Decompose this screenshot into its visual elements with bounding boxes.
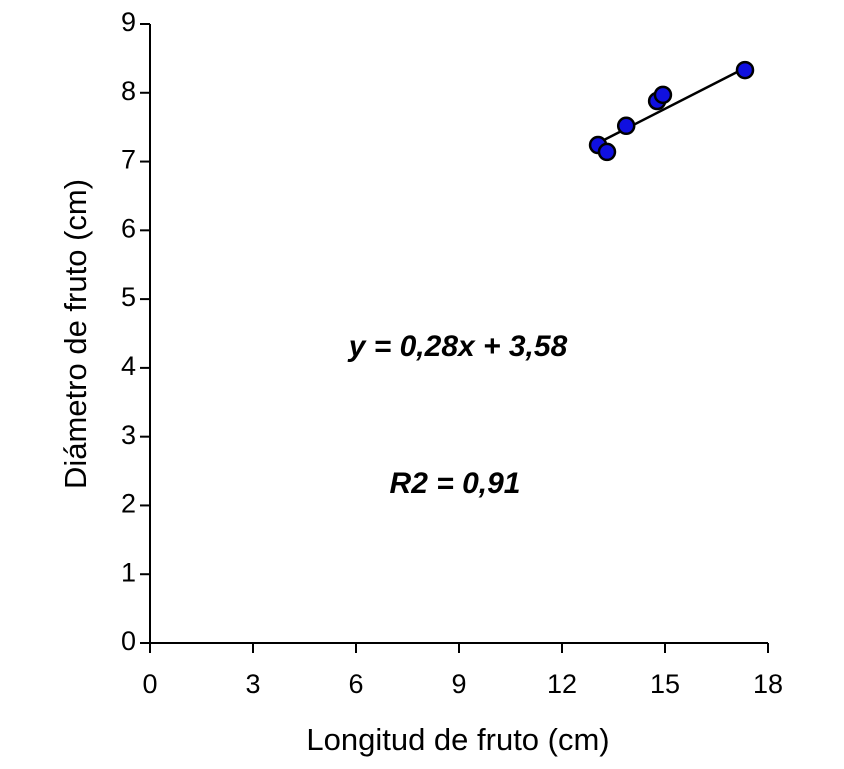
annotation: y = 0,28x + 3,58 — [347, 330, 568, 363]
y-tick-label: 8 — [121, 76, 136, 106]
x-tick-label: 18 — [753, 669, 783, 699]
x-tick-label: 12 — [547, 669, 577, 699]
y-tick-label: 2 — [121, 489, 136, 519]
data-point — [616, 116, 636, 136]
x-tick-label: 15 — [650, 669, 680, 699]
x-tick-label: 6 — [348, 669, 363, 699]
data-point — [653, 85, 673, 105]
y-tick-label: 9 — [121, 7, 136, 37]
annotation: R2 = 0,91 — [390, 467, 521, 500]
x-tick-label: 3 — [245, 669, 260, 699]
x-tick-label: 9 — [451, 669, 466, 699]
y-tick-label: 4 — [121, 351, 136, 381]
x-tick-label: 0 — [142, 669, 157, 699]
y-tick-label: 7 — [121, 145, 136, 175]
y-tick-label: 0 — [121, 626, 136, 656]
x-axis-title: Longitud de fruto (cm) — [306, 722, 609, 757]
y-tick-label: 1 — [121, 557, 136, 587]
y-tick-label: 3 — [121, 420, 136, 450]
y-tick-label: 5 — [121, 282, 136, 312]
y-tick-label: 6 — [121, 213, 136, 243]
y-axis-title: Diámetro de fruto (cm) — [58, 179, 93, 489]
data-point — [597, 142, 617, 162]
data-point — [735, 60, 755, 80]
